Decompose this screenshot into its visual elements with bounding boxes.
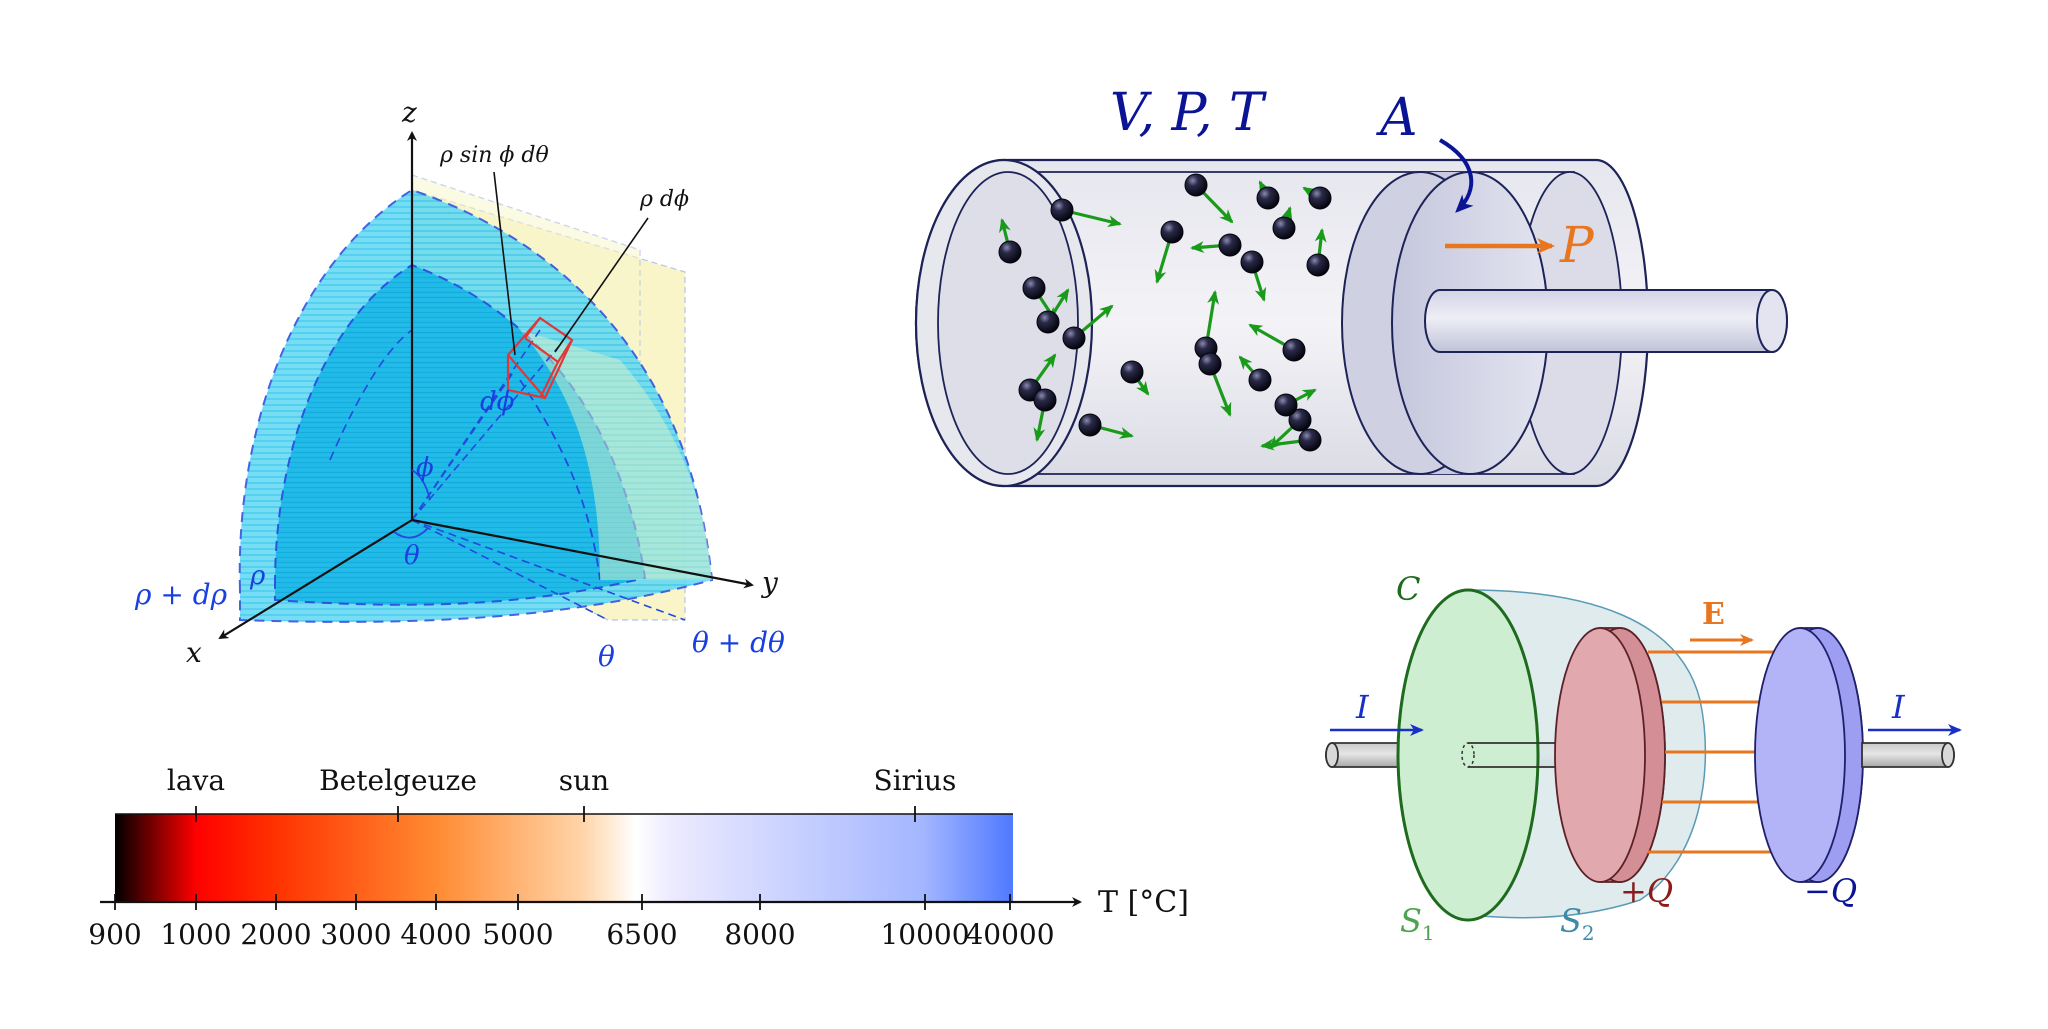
inner-arc-2 — [329, 329, 413, 461]
z-axis-label: z — [401, 96, 417, 129]
rho-drho-label: ρ + dρ — [134, 578, 228, 611]
temperature-tick-label: 6500 — [606, 918, 677, 951]
gas-molecule — [1218, 233, 1242, 257]
temperature-tick-label: 5000 — [482, 918, 553, 951]
label-plus-q: +Q — [1620, 872, 1673, 910]
gas-molecule — [1062, 326, 1086, 350]
label-e: E — [1702, 597, 1725, 632]
temperature-tick-label: 4000 — [400, 918, 471, 951]
gas-molecule — [1274, 393, 1298, 417]
gas-molecule — [1298, 428, 1322, 452]
piston-rod — [1424, 289, 1788, 353]
shell-side-overlay — [520, 330, 712, 580]
gas-molecule — [1308, 186, 1332, 210]
theta-ray-1 — [411, 519, 609, 621]
reference-label: sun — [559, 764, 609, 797]
temperature-tick-label: 3000 — [320, 918, 391, 951]
temperature-tick-label: 2000 — [240, 918, 311, 951]
minus-q-plate-face — [1754, 627, 1846, 883]
gas-molecules — [998, 173, 1332, 452]
gas-molecule — [1022, 276, 1046, 300]
reference-label: lava — [167, 764, 225, 797]
rho-sin-pointer — [493, 171, 516, 356]
plus-q-plate-face — [1554, 627, 1646, 883]
x-axis — [218, 519, 413, 640]
area-label: A — [1376, 88, 1418, 148]
gas-molecule — [1120, 360, 1144, 384]
gas-cylinder-diagram: V, P, T A P — [914, 83, 1788, 488]
spherical-coordinates-diagram: z x y ρ sin ϕ dθ ρ dϕ dϕ ϕ θ ρ ρ + dρ θ … — [134, 96, 785, 673]
rho-label: ρ — [249, 561, 266, 591]
temperature-tick-label: 900 — [88, 918, 141, 951]
label-c: C — [1396, 570, 1420, 608]
gas-molecule — [1282, 338, 1306, 362]
gas-molecule — [1272, 216, 1296, 240]
label-minus-q: −Q — [1804, 872, 1857, 910]
rho-sin-label: ρ sin ϕ dθ — [439, 143, 549, 168]
gas-molecule — [1078, 413, 1102, 437]
rho-dphi-pointer — [554, 217, 649, 353]
label-i-right: I — [1891, 688, 1906, 726]
wire-left-end — [1325, 742, 1339, 768]
wire-right — [1861, 742, 1955, 768]
theta-dtheta-label: θ + dθ — [692, 626, 785, 659]
gas-molecule — [1240, 250, 1264, 274]
temperature-colorbar: 900 1000 2000 3000 4000 5000 6500 8000 100004000… — [88, 764, 1189, 951]
label-s1: S1 — [1400, 902, 1435, 945]
theta-angle-arc — [393, 527, 429, 539]
gas-molecule — [1050, 198, 1074, 222]
pressure-label: P — [1559, 216, 1595, 274]
gas-molecule — [1198, 352, 1222, 376]
x-axis-label: x — [186, 636, 202, 669]
gas-molecule — [1184, 173, 1208, 197]
temperature-tick-label: 40000 — [965, 918, 1054, 951]
gas-molecule — [1288, 408, 1312, 432]
rho-dphi-label: ρ dϕ — [639, 187, 689, 212]
gas-molecule — [1033, 388, 1057, 412]
piston-rod-end — [1756, 289, 1788, 353]
colorbar-gradient — [115, 814, 1013, 902]
phi-label: ϕ — [416, 453, 434, 483]
gas-molecule — [1036, 310, 1060, 334]
theta-origin-label: θ — [404, 541, 420, 571]
wire-right-end — [1941, 742, 1955, 768]
gas-molecule — [1248, 368, 1272, 392]
y-axis — [411, 518, 754, 589]
theta-label: θ — [598, 640, 615, 673]
temperature-tick-label: 1000 — [160, 918, 231, 951]
gas-molecule — [1256, 186, 1280, 210]
theta-ray-2 — [411, 519, 686, 621]
vpt-label: V, P, T — [1110, 83, 1267, 143]
gas-molecule — [1306, 253, 1330, 277]
temperature-tick-label: 10000 — [880, 918, 969, 951]
surface-s1-disk — [1396, 588, 1540, 922]
volume-element — [506, 316, 574, 400]
label-i-left: I — [1355, 688, 1370, 726]
gas-molecule — [1160, 220, 1184, 244]
label-s2: S2 — [1560, 902, 1595, 945]
wire-s1-crossing — [1461, 742, 1475, 768]
area-arrow — [1438, 138, 1474, 213]
temperature-tick-label: 8000 — [724, 918, 795, 951]
reference-label: Betelgeuze — [319, 764, 477, 797]
y-axis-label: y — [760, 566, 779, 599]
temperature-axis-label: T [°C] — [1098, 885, 1189, 920]
phi-angle-arc — [411, 469, 431, 501]
temperature-ticks: 900 1000 2000 3000 4000 5000 6500 8000 100004000… — [88, 764, 1054, 951]
gas-molecule — [998, 240, 1022, 264]
dphi-label: dϕ — [480, 387, 515, 417]
reference-label: Sirius — [874, 764, 957, 797]
capacitor-diagram: C I I E S1 S2 +Q −Q — [1325, 570, 1962, 945]
inner-arc — [519, 379, 601, 581]
